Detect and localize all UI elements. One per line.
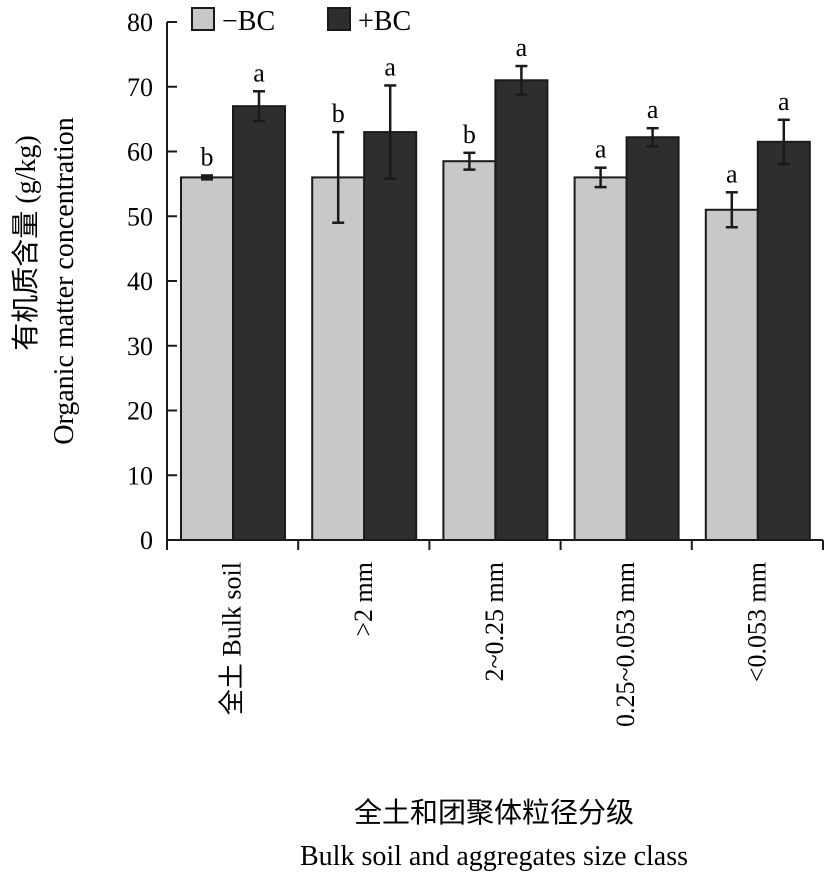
y-tick-label: 40	[127, 267, 153, 296]
significance-letter: a	[253, 58, 265, 87]
bar-plus-bc	[756, 140, 811, 541]
bar-minus-bc	[311, 176, 366, 541]
bar-plus-bc	[232, 105, 286, 542]
bar-minus-bc	[704, 208, 759, 541]
y-tick-label: 60	[127, 138, 153, 167]
bar-minus-bc	[180, 176, 234, 541]
y-tick-label: 20	[127, 397, 153, 426]
significance-letter: a	[778, 87, 790, 116]
y-tick-label: 30	[127, 332, 153, 361]
bar-plus-bc	[363, 131, 418, 541]
legend-swatch-minus-bc	[191, 7, 215, 31]
x-category-label: 2~0.25 mm	[480, 562, 509, 682]
y-tick-label: 0	[140, 526, 153, 555]
x-category-label: >2 mm	[349, 562, 378, 637]
legend-label-minus-bc: −BC	[222, 6, 275, 37]
y-tick-label: 10	[127, 461, 153, 490]
significance-letter: b	[332, 99, 345, 128]
x-category-label: 全土 Bulk soil	[218, 562, 247, 715]
y-tick-label: 80	[127, 8, 153, 37]
legend: −BC +BC	[191, 6, 411, 37]
bar-plus-bc	[494, 79, 549, 542]
legend-label-plus-bc: +BC	[358, 6, 411, 37]
y-axis-title-english: Organic matter concentration	[49, 117, 80, 445]
significance-letter: b	[201, 142, 214, 171]
x-category-label: 0.25~0.053 mm	[611, 562, 640, 727]
significance-letter: a	[384, 52, 396, 81]
y-tick-label: 70	[127, 73, 153, 102]
bar-minus-bc	[573, 176, 628, 541]
significance-letter: a	[595, 135, 607, 164]
x-category-label: <0.053 mm	[742, 562, 771, 682]
significance-letter: a	[726, 159, 738, 188]
x-axis-title-english: Bulk soil and aggregates size class	[300, 841, 688, 872]
y-axis-title-chinese: 有机质含量 (g/kg)	[10, 135, 42, 350]
legend-swatch-plus-bc	[327, 7, 351, 31]
significance-letter: a	[647, 95, 659, 124]
y-tick-label: 50	[127, 202, 153, 231]
x-axis-title-chinese: 全土和团聚体粒径分级	[354, 797, 634, 829]
significance-letter: a	[516, 33, 528, 62]
bar-plus-bc	[625, 136, 680, 541]
significance-letter: b	[463, 120, 476, 149]
bar-minus-bc	[442, 160, 497, 541]
